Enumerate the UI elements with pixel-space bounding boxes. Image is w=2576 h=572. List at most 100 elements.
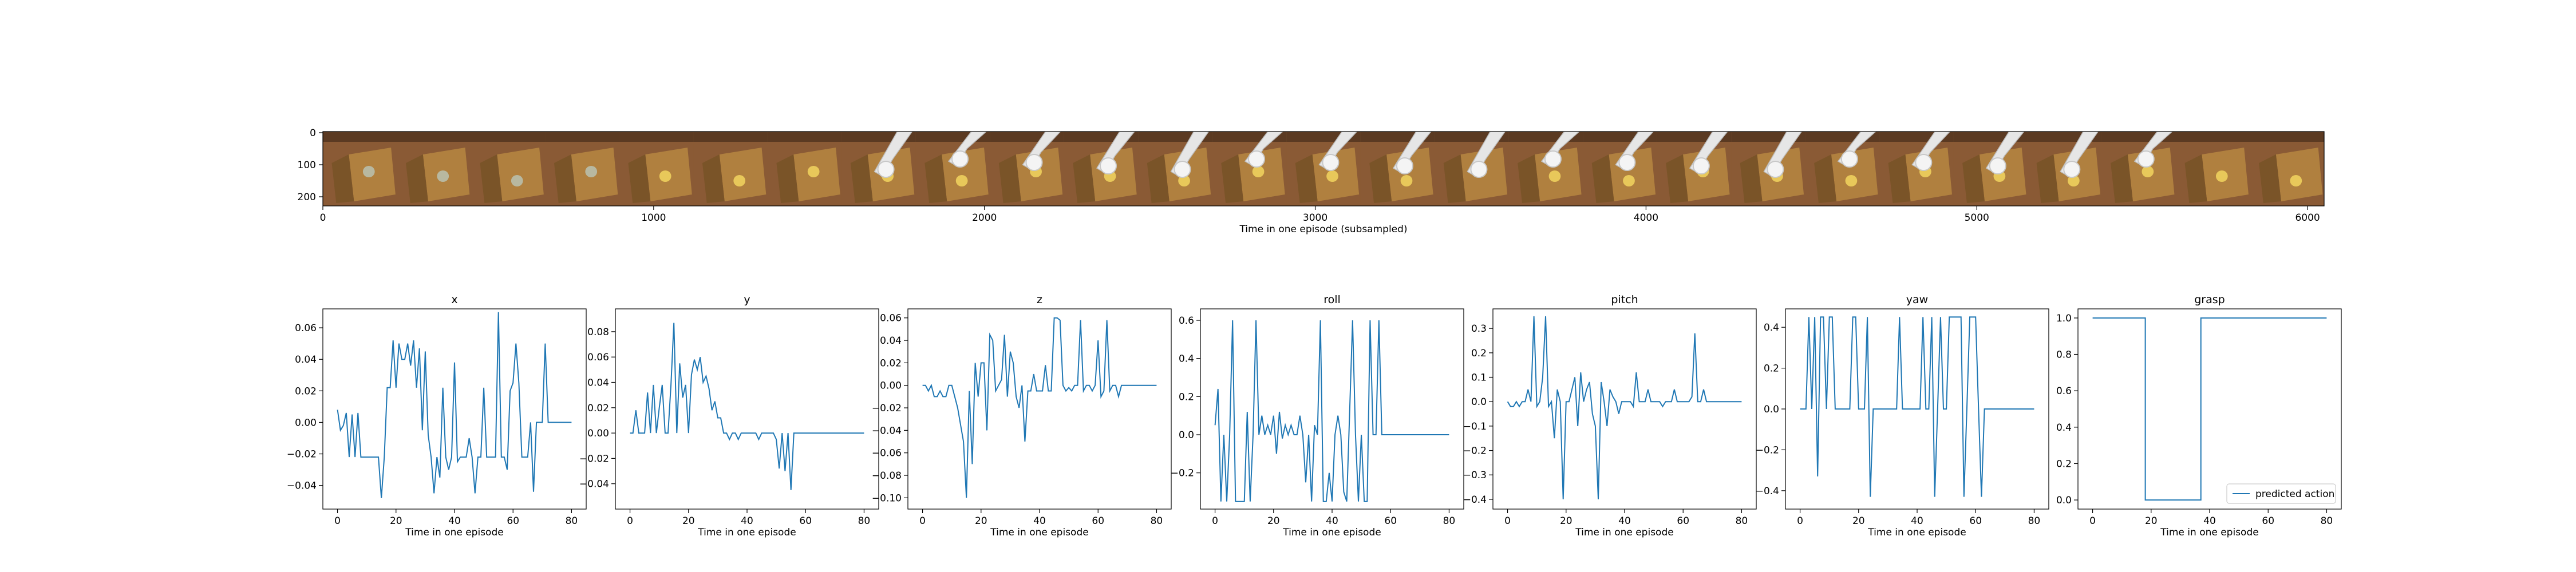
chart-title: z — [1037, 293, 1042, 306]
chart-title: x — [451, 293, 457, 306]
series-line — [922, 317, 1157, 498]
legend: predicted action — [2226, 483, 2336, 504]
x-tick-label: 40 — [1033, 515, 1046, 527]
y-tick-label: 0.6 — [2056, 386, 2072, 397]
strip-x-tick-label: 2000 — [972, 212, 997, 224]
y-tick-label: −0.02 — [287, 449, 317, 460]
x-tick-label: 40 — [448, 515, 461, 527]
x-tick-label: 80 — [2321, 515, 2333, 527]
x-tick-label: 80 — [858, 515, 871, 527]
plot-area — [1200, 308, 1464, 510]
episode-frame — [1731, 131, 1806, 206]
plot-area — [322, 308, 587, 510]
chart-yaw: yaw 0 20 40 60 80 Time in one episode −0.4 −0.2 0… — [1756, 293, 2049, 538]
episode-frame — [1138, 131, 1213, 206]
x-tick-label: 60 — [2262, 515, 2274, 527]
y-tick-label: −0.02 — [872, 403, 902, 414]
x-tick-label: 40 — [1326, 515, 1338, 527]
x-tick-label: 80 — [566, 515, 578, 527]
y-tick-label: −0.10 — [872, 492, 902, 504]
episode-frame — [545, 132, 620, 206]
y-tick-label: 0.00 — [587, 428, 609, 439]
y-tick-label: 0.3 — [1471, 323, 1487, 335]
episode-frame — [1805, 131, 1880, 206]
chart-pitch: pitch 0 20 40 60 80 Time in one episode −0.4 −0.… — [1463, 293, 1757, 538]
y-tick-label: 0.02 — [587, 403, 609, 414]
episode-frame — [397, 132, 472, 206]
y-tick-label: −0.02 — [579, 453, 609, 464]
y-tick-label: 0.04 — [880, 335, 902, 347]
plot-area — [2077, 308, 2342, 510]
y-tick-label: 0.4 — [2056, 422, 2072, 434]
legend-box — [2226, 483, 2336, 504]
x-tick-label: 0 — [1212, 515, 1218, 527]
y-tick-label: 0.02 — [295, 386, 317, 397]
y-tick-label: −0.2 — [1171, 468, 1194, 479]
strip-frame-border — [322, 131, 2325, 206]
strip-x-tick-label: 5000 — [1965, 212, 1989, 224]
x-tick-label: 0 — [1797, 515, 1803, 527]
chart-title: y — [744, 293, 750, 306]
strip-x-tick-label: 1000 — [641, 212, 666, 224]
x-tick-label: 40 — [1911, 515, 1923, 527]
y-tick-label: −0.4 — [1463, 494, 1487, 506]
plot-area — [1492, 308, 1757, 510]
episode-frame — [915, 131, 990, 206]
x-axis-label: Time in one episode — [697, 527, 796, 538]
x-tick-label: 20 — [1560, 515, 1573, 527]
y-tick-label: 0.0 — [1179, 430, 1194, 441]
x-axis-label: Time in one episode — [1282, 527, 1381, 538]
x-tick-label: 0 — [1504, 515, 1511, 527]
episode-frame — [693, 132, 768, 206]
x-tick-label: 60 — [1384, 515, 1397, 527]
episode-frame — [1286, 131, 1361, 206]
x-tick-label: 20 — [1267, 515, 1280, 527]
y-tick-label: 0.02 — [880, 357, 902, 369]
y-tick-label: 0.0 — [1471, 396, 1487, 408]
strip-x-tick-label: 0 — [320, 212, 326, 224]
series-line — [2092, 317, 2327, 501]
y-tick-label: 0.2 — [1764, 363, 1779, 375]
episode-frame — [1657, 131, 1732, 206]
chart-grasp: grasp 0 20 40 60 80 Time in one episode 0.0 0.2 0… — [2056, 293, 2342, 538]
episode-frame — [1583, 131, 1658, 206]
series-line — [1800, 316, 2034, 497]
x-tick-label: 20 — [682, 515, 695, 527]
series-line — [1507, 316, 1742, 499]
strip-x-tick-label: 6000 — [2295, 212, 2320, 224]
episode-frame — [1879, 131, 1954, 206]
y-tick-label: 0.06 — [880, 313, 902, 324]
y-tick-label: 0.04 — [295, 354, 317, 366]
frame-strip — [322, 131, 2325, 206]
y-tick-label: 0.00 — [880, 380, 902, 392]
x-axis-label: Time in one episode — [990, 527, 1088, 538]
x-tick-label: 0 — [627, 515, 633, 527]
y-tick-label: 0.08 — [587, 327, 609, 338]
x-tick-label: 60 — [1092, 515, 1104, 527]
x-tick-label: 60 — [1969, 515, 1982, 527]
episode-frame — [1435, 131, 1510, 206]
y-tick-label: 0.00 — [295, 417, 317, 428]
episode-frame — [1360, 131, 1435, 206]
strip-y-tick-label: 0 — [310, 128, 316, 139]
y-tick-label: −0.2 — [1756, 444, 1779, 456]
y-tick-label: 1.0 — [2056, 313, 2072, 324]
x-tick-label: 80 — [2028, 515, 2041, 527]
episode-frame — [1064, 131, 1139, 206]
chart-roll: roll 0 20 40 60 80 Time in one episode −0.2 0.0 0… — [1171, 293, 1464, 538]
y-tick-label: −0.3 — [1463, 470, 1487, 481]
episode-frame — [2028, 131, 2103, 206]
chart-title: yaw — [1906, 293, 1928, 306]
y-tick-label: 0.04 — [587, 377, 609, 388]
episode-frame — [2101, 131, 2176, 206]
legend-label: predicted action — [2255, 488, 2334, 500]
x-tick-label: 40 — [1618, 515, 1631, 527]
y-tick-label: 0.2 — [1179, 391, 1194, 403]
x-tick-label: 80 — [1151, 515, 1163, 527]
x-axis-label: Time in one episode — [405, 527, 503, 538]
chart-title: grasp — [2194, 293, 2225, 306]
y-tick-label: −0.08 — [872, 470, 902, 482]
x-tick-label: 60 — [1677, 515, 1689, 527]
episode-frame — [1953, 131, 2028, 206]
